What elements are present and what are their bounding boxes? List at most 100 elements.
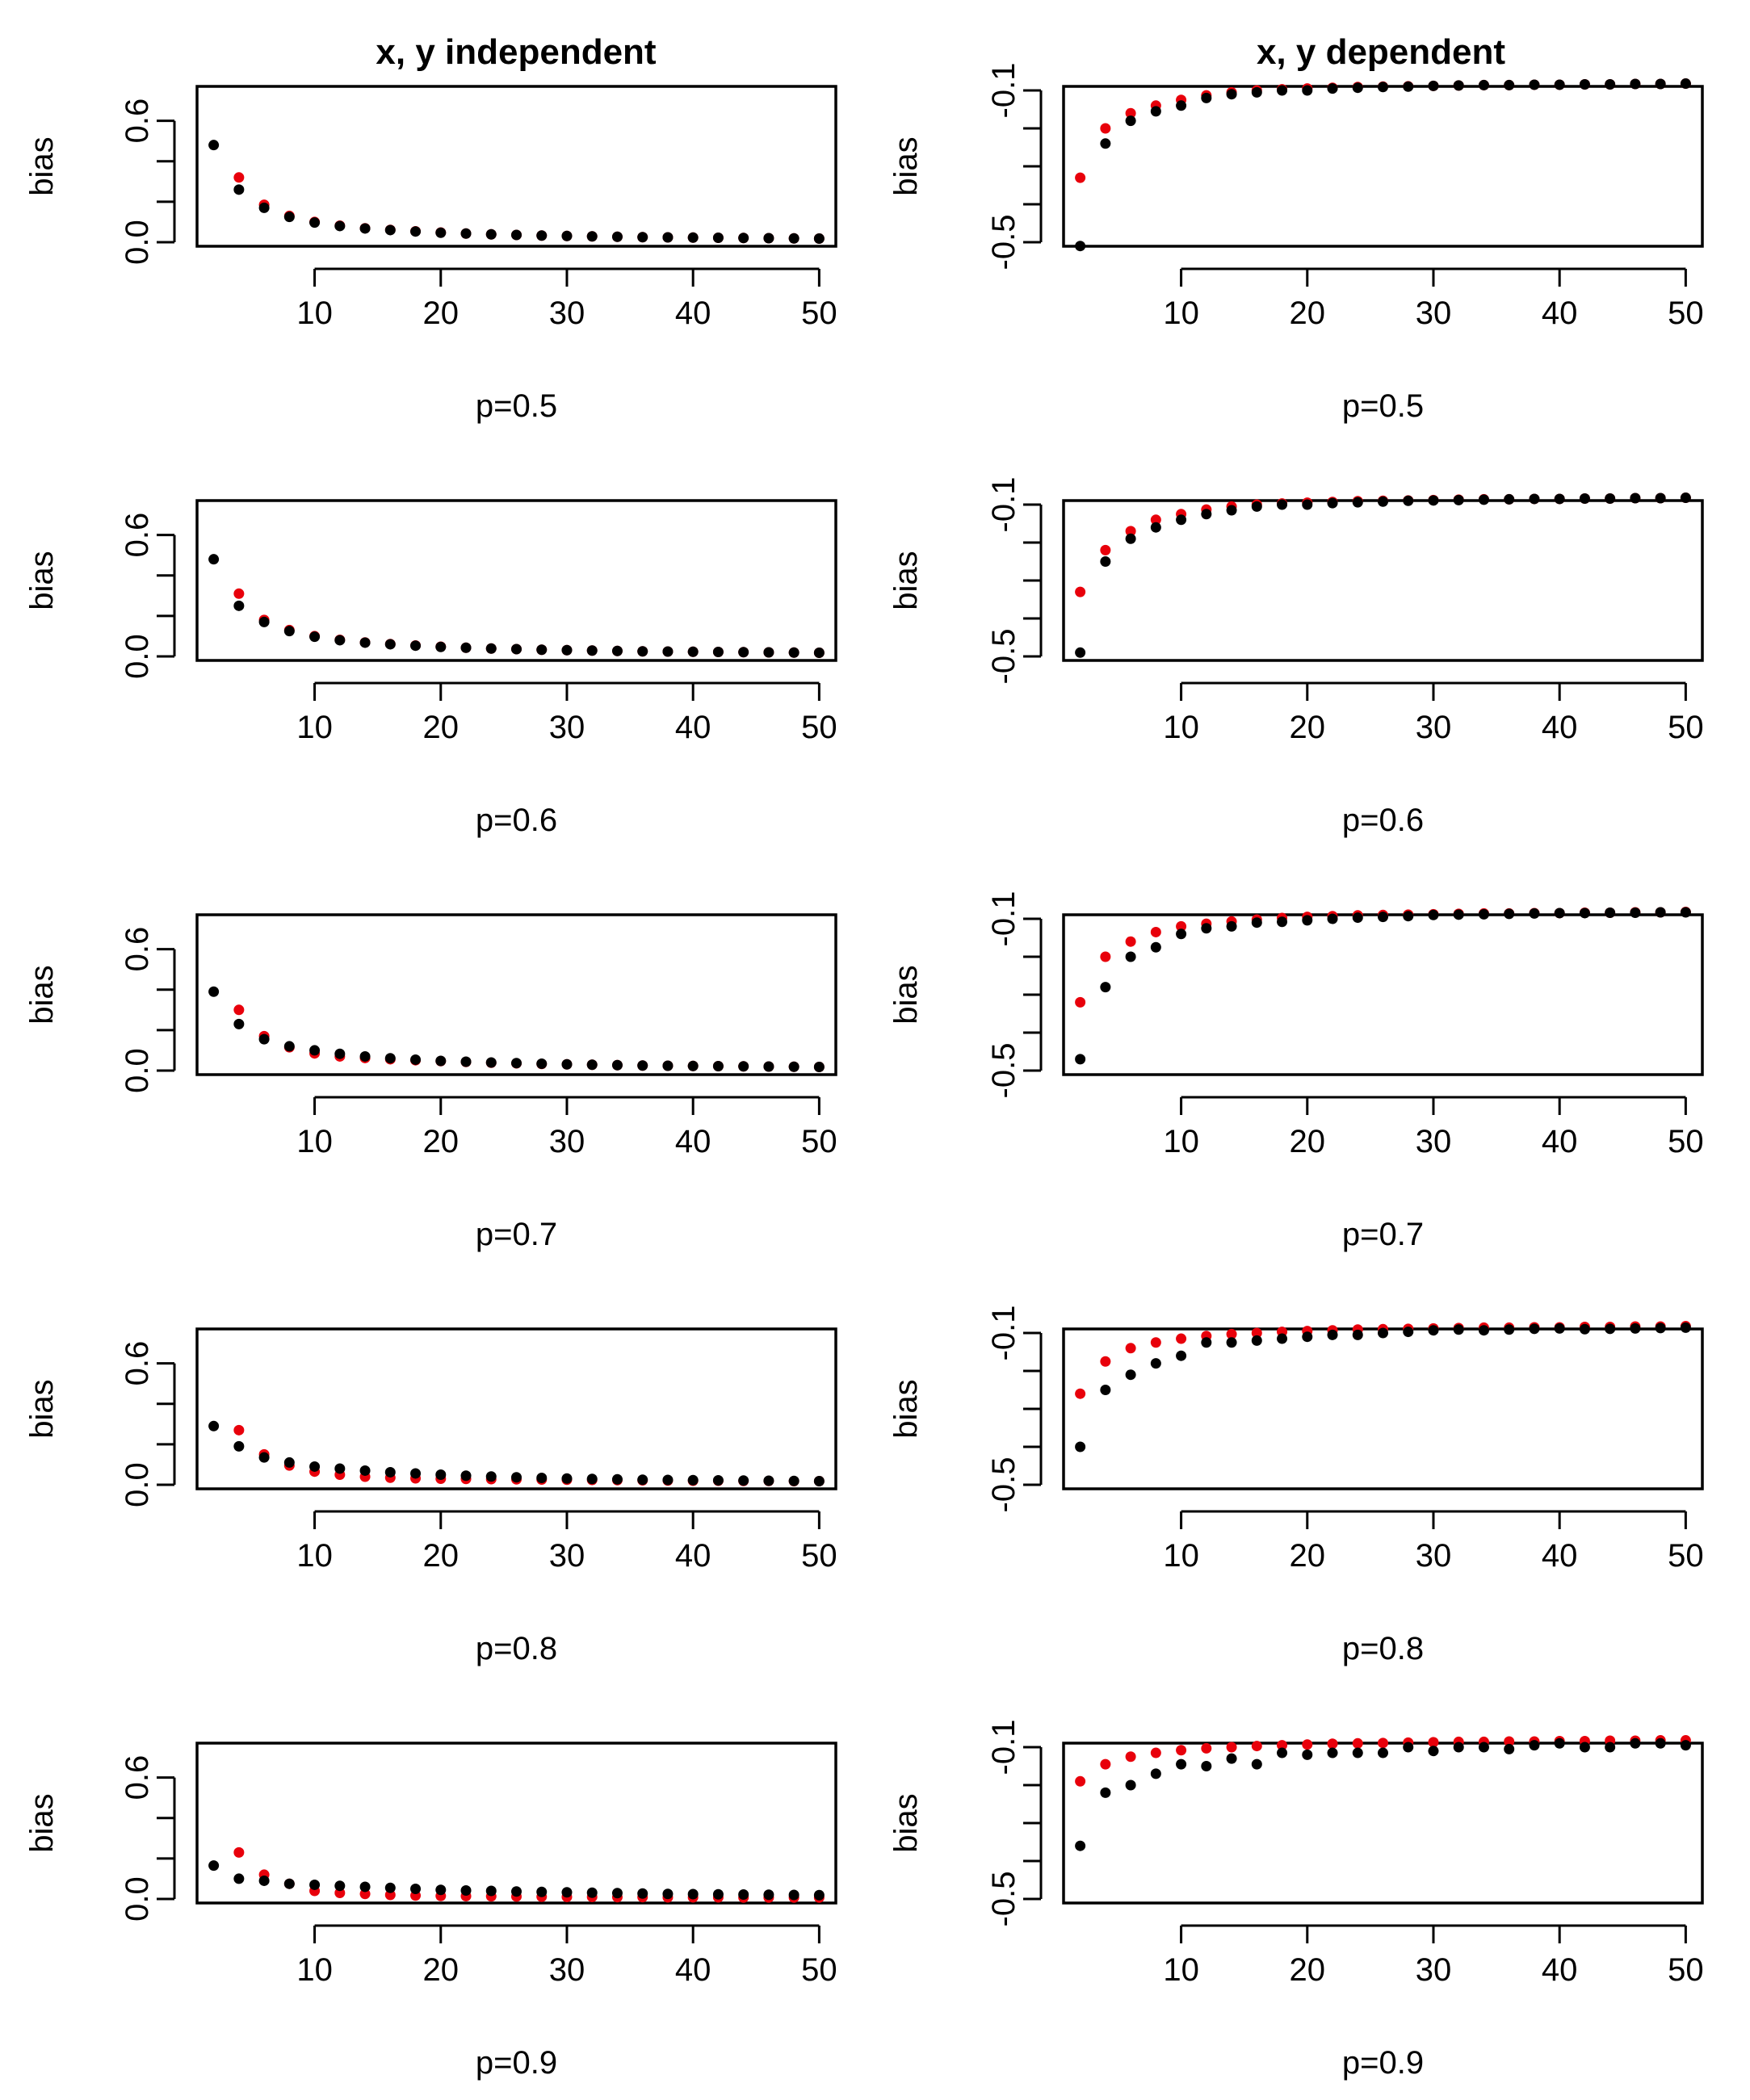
point-black [813,1061,825,1072]
point-black [662,646,674,657]
point-red [1504,1736,1515,1747]
point-black [1529,1740,1540,1751]
point-red [1100,951,1111,962]
point-black [435,641,447,652]
point-black [233,184,245,195]
point-black [662,1060,674,1071]
point-black [1150,522,1161,533]
point-black [1428,909,1439,920]
point-red [1302,1739,1313,1750]
point-black [1327,1329,1338,1340]
y-tick-label: -0.1 [986,63,1022,119]
point-black [662,232,674,243]
x-tick-label: 10 [1163,1124,1199,1159]
point-black [1125,951,1136,962]
x-tick-label: 10 [1163,1952,1199,1988]
x-tick-label: 10 [296,296,333,331]
point-black [637,1888,648,1899]
x-tick-label: 40 [675,710,711,745]
point-black [1529,907,1540,919]
point-black [1453,494,1464,505]
panel-dep-p08: 10 20 30 40 50 -0.1 -0.5 bias p=0.8 [888,1306,1704,1666]
point-black [1352,82,1363,94]
point-black [1453,1324,1464,1335]
point-black [1125,115,1136,127]
point-black [460,1884,472,1896]
y-axis-label: bias [888,551,924,610]
y-tick-label: 0.0 [120,1462,155,1507]
point-black [1630,78,1641,90]
point-black [763,647,774,658]
y-tick-label: -0.5 [986,1872,1022,1927]
point-black [637,646,648,657]
point-black [586,231,598,242]
plot-frame [1062,913,1704,1076]
point-black [460,642,472,653]
point-black [1150,1358,1161,1369]
point-red [1378,1737,1388,1749]
y-tick-label: -0.1 [986,1306,1022,1361]
point-black [1125,1369,1136,1381]
plot-frame [1062,1742,1704,1905]
point-black [1630,907,1641,918]
point-black [1100,1787,1111,1798]
x-tick-label: 20 [423,296,460,331]
point-black [1176,1758,1187,1770]
point-red [1125,1751,1136,1763]
x-tick-label: 50 [1668,1538,1704,1574]
point-black [410,640,422,652]
point-black [208,140,220,151]
point-black [536,1472,548,1483]
point-black [1075,1441,1086,1452]
point-black [637,1474,648,1486]
x-tick-label: 10 [296,1124,333,1159]
point-black [283,1457,295,1468]
point-red [1125,107,1136,119]
column-title-independent: x, y independent [376,32,657,72]
y-tick-label: -0.1 [986,891,1022,947]
point-black [1100,982,1111,993]
point-black [208,1420,220,1431]
point-black [283,1878,295,1889]
point-black [1176,514,1187,526]
point-black [1605,907,1616,918]
point-black [309,217,321,228]
point-black [1605,78,1616,90]
point-black [1100,138,1111,149]
point-black [1605,1323,1616,1335]
point-black [258,1452,270,1463]
plot-frame [195,499,837,662]
point-black [258,1033,270,1045]
point-black [1251,501,1262,512]
point-black [1403,911,1414,922]
point-black [1554,493,1565,505]
point-black [738,647,749,658]
point-black [1176,1350,1187,1361]
x-tick-label: 20 [1290,296,1326,331]
point-black [586,645,598,656]
x-tick-label: 10 [296,1952,333,1988]
x-tick-label: 40 [1542,1538,1578,1574]
point-black [611,231,623,242]
point-black [813,1889,825,1901]
point-black [1226,89,1237,100]
point-black [511,1472,522,1483]
point-black [1403,495,1414,506]
y-tick-label: 0.6 [120,1341,155,1386]
point-black [1655,493,1666,504]
point-red [1075,996,1086,1008]
point-black [1100,556,1111,567]
y-axis-label: bias [24,965,60,1024]
point-black [1554,907,1565,919]
y-tick-label: 0.0 [120,1876,155,1922]
point-black [1680,1322,1691,1333]
x-tick-label: 50 [801,296,837,331]
point-black [435,1469,447,1480]
point-red [233,588,245,599]
x-tick-label: 40 [1542,1124,1578,1159]
point-red [1125,1343,1136,1354]
point-black [1453,80,1464,91]
x-tick-label: 30 [549,296,585,331]
y-tick-label: -0.1 [986,477,1022,533]
